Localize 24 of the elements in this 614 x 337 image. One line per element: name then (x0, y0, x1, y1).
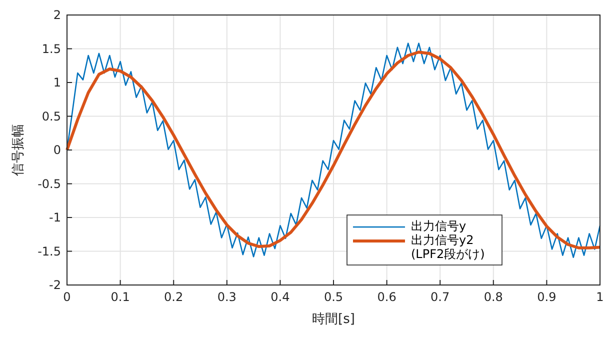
x-tick-label: 0.7 (430, 290, 450, 304)
x-tick-label: 0.8 (484, 290, 503, 304)
y-tick-label: 2 (53, 8, 61, 22)
x-tick-label: 0.6 (377, 290, 396, 304)
y-tick-label: 1.5 (42, 42, 61, 56)
x-tick-label: 1 (596, 290, 604, 304)
y-tick-label: 0.5 (42, 109, 61, 124)
y-tick-label: 0 (53, 143, 61, 157)
x-tick-label: 0.5 (324, 290, 344, 304)
x-tick-label: 0 (63, 290, 71, 304)
x-tick-label: 0.3 (217, 290, 236, 304)
y-tick-label: -1 (49, 210, 61, 224)
x-axis-title: 時間[s] (312, 312, 355, 327)
y-tick-label: -0.5 (38, 176, 61, 191)
legend-label: 出力信号y2 (LPF2段がけ) (411, 233, 485, 261)
y-axis-title: 信号振幅 (11, 124, 26, 176)
legend-label: 出力信号y (411, 219, 466, 233)
x-tick-label: 0.4 (270, 290, 290, 304)
x-tick-label: 0.9 (537, 290, 556, 304)
y-tick-label: -1.5 (38, 244, 61, 258)
x-tick-label: 0.1 (110, 290, 130, 304)
x-tick-label: 0.2 (164, 290, 184, 304)
y-tick-label: 1 (53, 76, 61, 90)
y-tick-label: -2 (49, 278, 61, 292)
